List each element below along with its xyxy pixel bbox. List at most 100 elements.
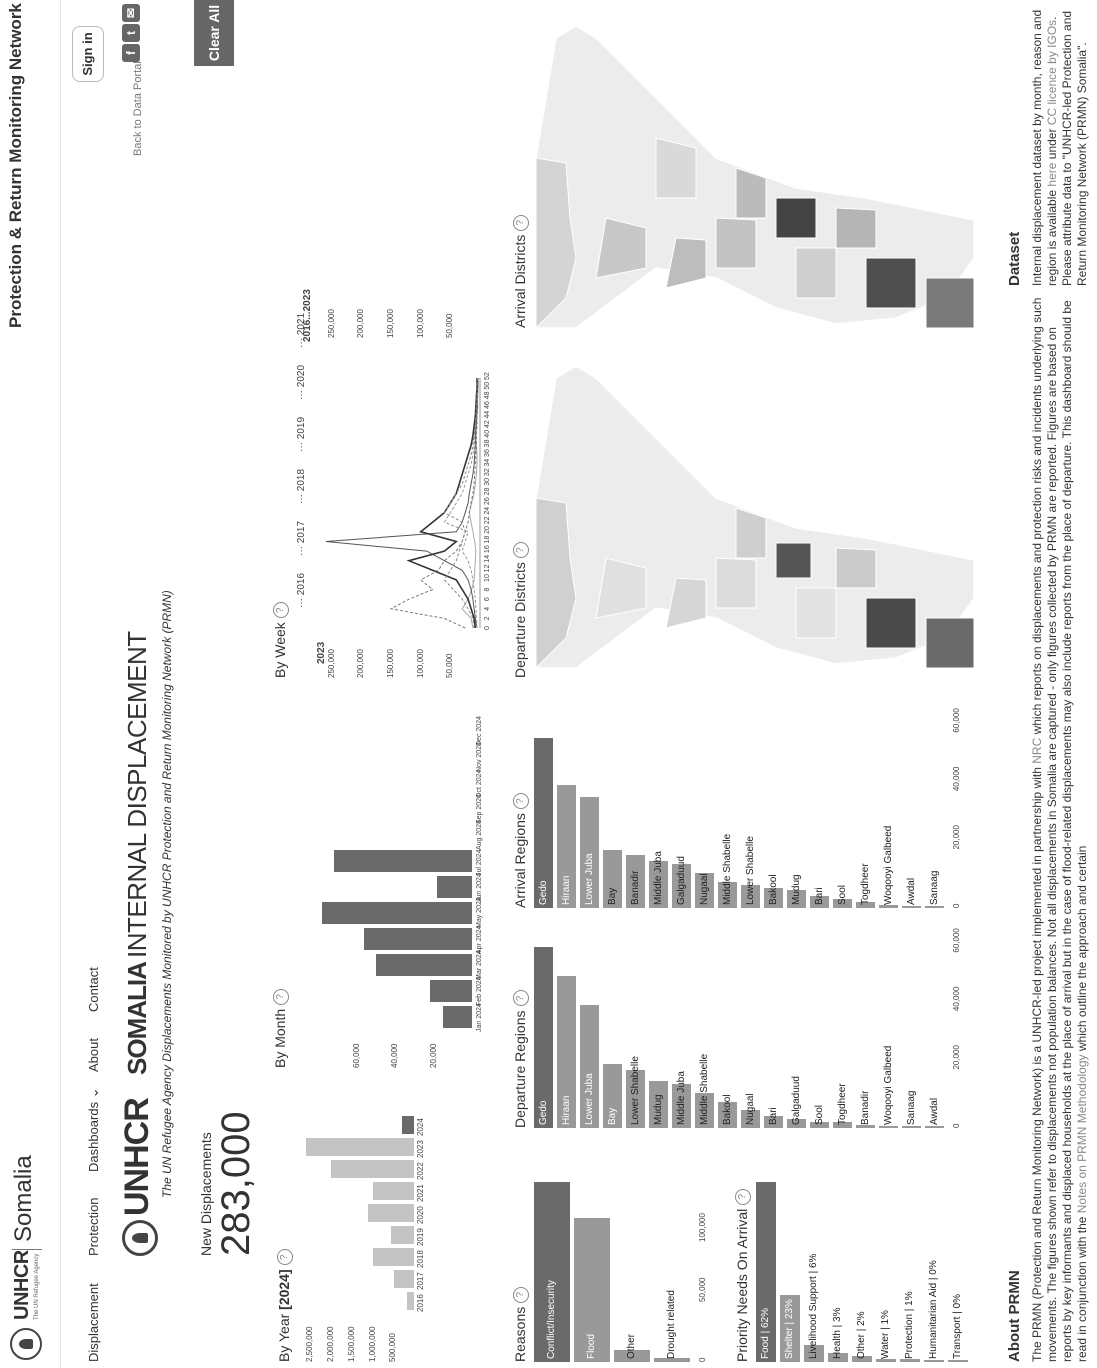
departure-regions-chart[interactable]: Gedo Hiraan Lower Juba Bay Lower Shabelle Mud… (534, 928, 994, 1128)
sign-in-button[interactable]: Sign in (72, 26, 104, 82)
legend-item[interactable]: ··· 2018 (296, 468, 307, 504)
map-region[interactable] (865, 257, 917, 309)
help-icon[interactable]: ? (513, 542, 530, 559)
region-bar[interactable] (879, 905, 898, 908)
year-bar[interactable] (402, 1116, 414, 1134)
week-series-line[interactable] (389, 377, 479, 629)
region-bar[interactable] (876, 1359, 896, 1362)
priority-needs-chart[interactable]: Food | 62% Shelter | 23% Livelihood Suppor… (756, 1172, 996, 1362)
year-bar[interactable] (394, 1270, 414, 1288)
region-bar[interactable] (925, 1126, 944, 1128)
map-region[interactable] (665, 237, 707, 289)
month-bar[interactable] (375, 954, 472, 976)
nrc-link[interactable]: NRC (1030, 737, 1044, 764)
unhcr-emblem-icon (122, 1220, 158, 1256)
email-icon[interactable]: ✉ (122, 4, 140, 22)
methodology-link[interactable]: Notes on PRMN Methodology (1075, 1054, 1089, 1214)
map-region[interactable] (665, 577, 707, 629)
region-bar[interactable] (900, 1359, 920, 1362)
week-series-line[interactable] (443, 377, 479, 629)
map-region[interactable] (775, 197, 817, 239)
help-icon[interactable]: ? (735, 1188, 752, 1205)
nav-displacement[interactable]: Displacement (86, 1283, 101, 1362)
year-bar[interactable] (306, 1138, 414, 1156)
nav-contact[interactable]: Contact (86, 967, 101, 1012)
help-icon[interactable]: ? (273, 602, 290, 619)
map-region[interactable] (795, 247, 837, 299)
map-region[interactable] (655, 137, 697, 199)
year-bar[interactable] (406, 1292, 414, 1310)
month-bar[interactable] (437, 876, 472, 898)
map-region[interactable] (715, 557, 757, 609)
nav-dashboards[interactable]: Dashboards ⌄ (86, 1087, 101, 1172)
legend-item[interactable]: ··· 2019 (296, 416, 307, 452)
year-bar[interactable] (331, 1160, 414, 1178)
map-region[interactable] (595, 557, 647, 619)
help-icon[interactable]: ? (513, 990, 530, 1007)
map-region[interactable] (925, 277, 975, 329)
week-series-line[interactable] (325, 378, 479, 629)
year-bar[interactable] (368, 1204, 414, 1222)
region-bar[interactable] (879, 1125, 898, 1128)
map-region[interactable] (835, 547, 877, 589)
help-icon[interactable]: ? (513, 214, 530, 231)
month-bar[interactable] (364, 928, 472, 950)
year-bar[interactable] (372, 1248, 414, 1266)
region-bar[interactable] (856, 1125, 875, 1128)
back-to-data-portal-link[interactable]: Back to Data Portal (132, 61, 144, 156)
map-region[interactable] (536, 497, 577, 670)
map-region[interactable] (775, 542, 812, 579)
map-region[interactable] (865, 597, 917, 649)
help-icon[interactable]: ? (273, 988, 290, 1005)
region-bar[interactable] (902, 1126, 921, 1128)
y-tick-label-right: 100,000 (415, 309, 425, 338)
main-nav: Displacement Protection Dashboards ⌄ Abo… (72, 0, 108, 1368)
year-bar[interactable] (391, 1226, 414, 1244)
week-series-line[interactable] (406, 378, 478, 629)
region-bar[interactable] (925, 906, 944, 908)
region-bar[interactable] (924, 1360, 944, 1362)
map-region[interactable] (735, 167, 767, 219)
by-week-chart[interactable]: 50,000 100,000 150,000 200,000 250,000 50,000… (302, 289, 510, 678)
legend-item[interactable]: ··· 2016 (296, 572, 307, 608)
week-series-line[interactable] (461, 378, 479, 629)
reasons-chart[interactable]: Conflict/Insecurity Flood Other Drought rel… (534, 1172, 734, 1362)
month-bar[interactable] (429, 980, 472, 1002)
bar-label: Shelter | 23% (784, 1299, 795, 1359)
legend-item[interactable]: ··· 2017 (296, 520, 307, 556)
by-year-chart[interactable]: 2016 2017 2018 2019 2020 2021 2022 2023 2024 500,… (296, 1102, 430, 1362)
help-icon[interactable]: ? (513, 793, 530, 810)
week-series-line[interactable] (443, 377, 479, 629)
map-region[interactable] (795, 587, 837, 639)
help-icon[interactable]: ? (277, 1249, 294, 1266)
y-tick-label-right: 250,000 (326, 309, 336, 338)
y-tick-label: 150,000 (386, 649, 396, 678)
month-bar[interactable] (443, 1006, 472, 1028)
arrival-districts-map[interactable] (536, 8, 976, 338)
by-month-chart[interactable]: Jan 2024 Feb 2024 Mar 2024 Apr 2024 May 2024… (292, 708, 492, 1068)
departure-districts-title: Departure Districts? (512, 542, 530, 678)
map-region[interactable] (835, 207, 877, 249)
twitter-icon[interactable]: t (122, 24, 140, 42)
month-bar[interactable] (333, 850, 472, 872)
clear-all-button[interactable]: Clear All (194, 0, 234, 66)
bar-label: Humanitarian Aid | 0% (928, 1260, 939, 1359)
dataset-here-link[interactable]: here (1045, 162, 1059, 187)
map-region[interactable] (925, 617, 975, 669)
map-region[interactable] (536, 157, 577, 330)
map-region[interactable] (735, 507, 767, 559)
nav-about[interactable]: About (86, 1038, 101, 1072)
departure-districts-map[interactable] (536, 348, 976, 678)
cc-licence-link[interactable]: CC licence by IGOs (1045, 19, 1059, 126)
map-region[interactable] (715, 217, 757, 269)
month-bar[interactable] (322, 902, 472, 924)
arrival-regions-chart[interactable]: Gedo Hiraan Lower Juba Bay Banadir Middle Jub… (534, 708, 994, 908)
help-icon[interactable]: ? (513, 1286, 530, 1303)
year-bar[interactable] (373, 1182, 414, 1200)
region-bar[interactable] (948, 1360, 968, 1362)
region-bar[interactable] (902, 906, 921, 908)
legend-item[interactable]: ··· 2020 (296, 364, 307, 400)
map-region[interactable] (595, 217, 647, 279)
facebook-icon[interactable]: f (122, 44, 140, 62)
nav-protection[interactable]: Protection (86, 1197, 101, 1256)
